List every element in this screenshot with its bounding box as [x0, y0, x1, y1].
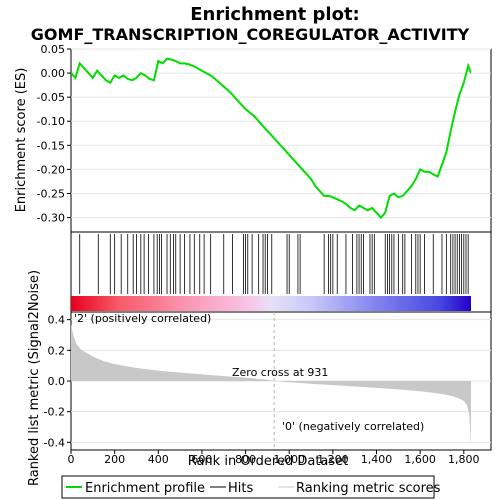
- metric-x-tick-label: 1,000: [273, 453, 305, 466]
- metric-y-tick-label: -0.4: [44, 436, 65, 449]
- es-y-tick-label: -0.25: [37, 187, 65, 200]
- ranking-metric-area: [71, 324, 471, 446]
- metric-x-tick-label: 400: [148, 453, 169, 466]
- legend-label-enrichment-profile: Enrichment profile: [85, 481, 205, 496]
- es-y-tick-label: 0.00: [41, 67, 66, 80]
- zero-cross-label: Zero cross at 931: [232, 366, 328, 379]
- metric-y-tick-label: 0.2: [48, 344, 66, 357]
- es-y-ticks: 0.05 0.00 -0.05 -0.10 -0.15 -0.20 -0.25 -0.30: [37, 43, 71, 225]
- es-y-tick-label: -0.20: [37, 163, 65, 176]
- negative-correlation-label: '0' (negatively correlated): [282, 420, 424, 433]
- metric-x-tick-label: 200: [104, 453, 125, 466]
- legend-label-hits: Hits: [228, 481, 253, 496]
- es-y-tick-label: -0.05: [37, 91, 65, 104]
- metric-x-tick-label: 800: [235, 453, 256, 466]
- metric-x-tick-label: 0: [68, 453, 75, 466]
- metric-y-tick-label: 0.0: [48, 375, 66, 388]
- metric-panel: 0.4 0.2 0.0 -0.2 -0.4 0 200 400 600 800 1,000 1,20…: [27, 270, 492, 486]
- metric-x-ticks: 0 200 400 600 800 1,000 1,200 1,400 1,600 1,800: [68, 450, 480, 466]
- metric-y-tick-label: -0.2: [44, 406, 65, 419]
- metric-x-tick-label: 1,200: [317, 453, 349, 466]
- enrichment-profile-line: [71, 57, 471, 220]
- metric-x-tick-label: 1,600: [404, 453, 436, 466]
- metric-x-tick-label: 1,400: [361, 453, 393, 466]
- metric-y-ticks: 0.4 0.2 0.0 -0.2 -0.4: [44, 314, 71, 449]
- metric-y-axis-label: Ranked list metric (Signal2Noise): [27, 270, 42, 486]
- hits-panel: [70, 231, 492, 313]
- metric-x-tick-label: 600: [191, 453, 212, 466]
- metric-x-axis-label: Rank in Ordered Dataset: [188, 454, 349, 469]
- metric-y-tick-label: 0.4: [48, 314, 66, 327]
- es-y-axis-label: Enrichment score (ES): [14, 68, 29, 213]
- metric-x-tick-label: 1,800: [448, 453, 480, 466]
- legend-frame: [61, 475, 435, 499]
- rank-heatmap-bar: [71, 296, 471, 311]
- positive-correlation-label: '2' (positively correlated): [74, 312, 211, 325]
- es-y-tick-label: -0.10: [37, 115, 65, 128]
- es-panel: 0.05 0.00 -0.05 -0.10 -0.15 -0.20 -0.25 -0.30 E…: [14, 43, 492, 233]
- es-panel-frame: [70, 48, 492, 233]
- es-y-tick-label: 0.05: [41, 43, 66, 56]
- es-y-tick-label: -0.30: [37, 212, 65, 225]
- hit-lines: [79, 234, 469, 294]
- chart-title-line1: Enrichment plot:: [190, 4, 360, 25]
- legend-label-ranking-metric: Ranking metric scores: [296, 481, 441, 496]
- legend: Enrichment profile Hits Ranking metric s…: [61, 475, 441, 499]
- es-y-tick-label: -0.15: [37, 139, 65, 152]
- chart-title-line2: GOMF_TRANSCRIPTION_COREGULATOR_ACTIVITY: [31, 25, 470, 44]
